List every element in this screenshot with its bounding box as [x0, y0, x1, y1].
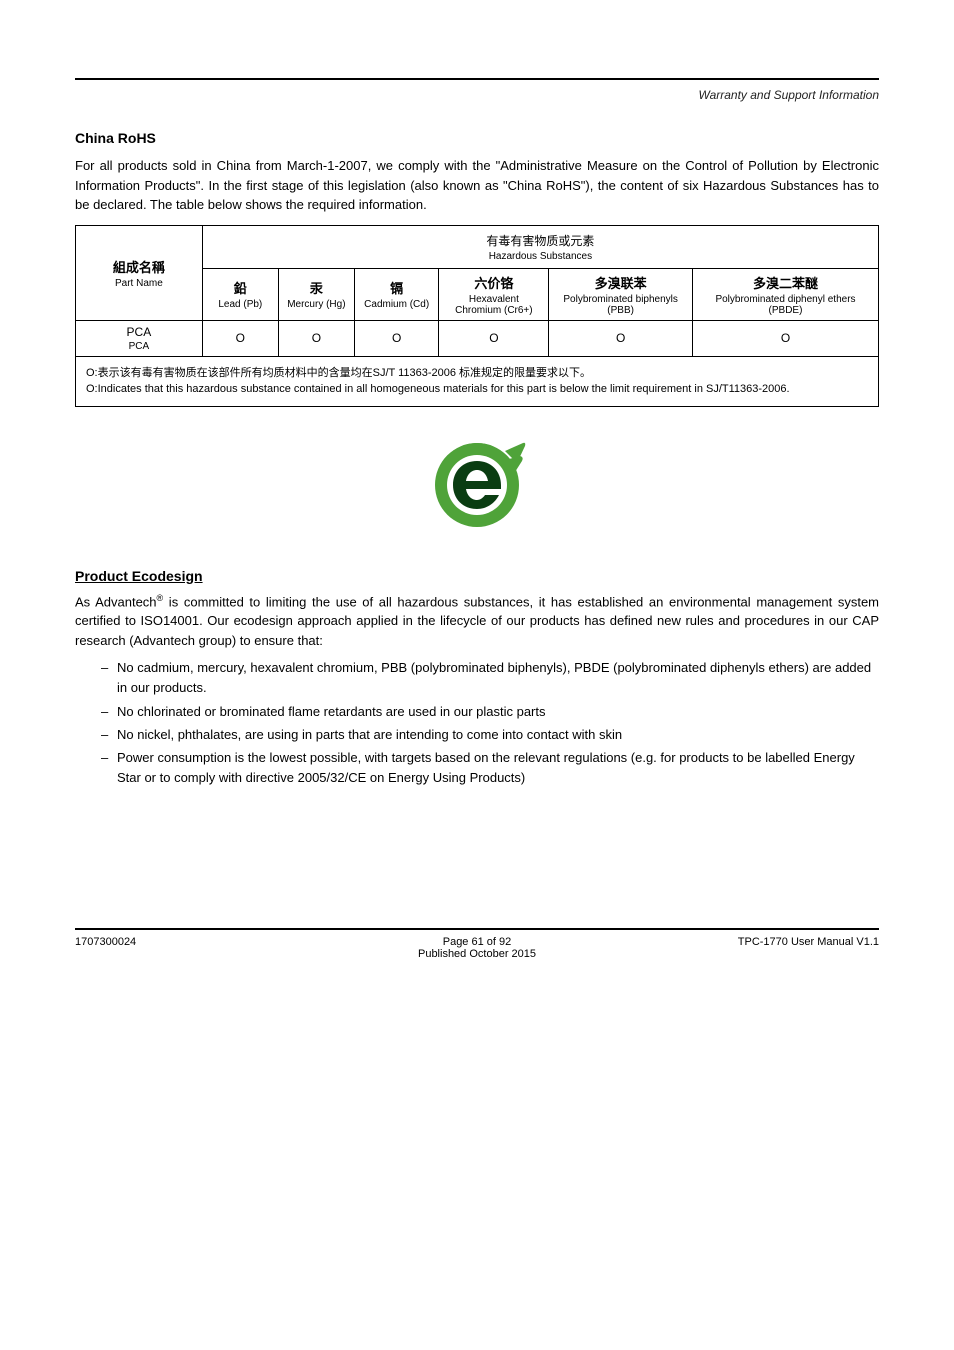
ecodesign-intro: As Advantech® is committed to limiting t…: [75, 592, 879, 651]
china-rohs-heading: China RoHS: [75, 130, 879, 146]
list-item: No cadmium, mercury, hexavalent chromium…: [101, 658, 879, 698]
note-en: O:Indicates that this hazardous substanc…: [86, 381, 868, 398]
col-pbb-cn: 多溴联苯: [595, 276, 647, 291]
cell-pbb: O: [549, 320, 693, 356]
green-e-logo-icon: [427, 433, 527, 533]
top-header-en: Hazardous Substances: [209, 251, 872, 262]
row-part-en: PCA: [82, 341, 196, 352]
col-cr-cn: 六价铬: [474, 276, 513, 291]
ecodesign-list: No cadmium, mercury, hexavalent chromium…: [75, 658, 879, 788]
footer-doc-id: 1707300024: [75, 936, 225, 960]
col-pb-en: Lead (Pb): [209, 299, 272, 310]
row-part-cn: PCA: [127, 325, 152, 339]
note-cn: O:表示该有毒有害物质在该部件所有均质材料中的含量均在SJ/T 11363-20…: [86, 365, 868, 382]
col-part-en: Part Name: [82, 278, 196, 289]
col-pbde-cn: 多溴二苯醚: [753, 276, 818, 291]
cell-pbde: O: [692, 320, 878, 356]
col-part-cn: 組成名稱: [113, 260, 165, 275]
cell-cr: O: [439, 320, 549, 356]
cell-cd: O: [354, 320, 439, 356]
ecodesign-heading: Product Ecodesign: [75, 568, 203, 584]
top-header-cn: 有毒有害物质或元素: [486, 234, 594, 248]
list-item: No nickel, phthalates, are using in part…: [101, 725, 879, 745]
col-cd-cn: 镉: [390, 281, 403, 296]
col-cd-en: Cadmium (Cd): [361, 299, 433, 310]
col-pbb-en: Polybrominated biphenyls (PBB): [555, 294, 686, 316]
col-hg-cn: 汞: [310, 281, 323, 296]
col-cr-en: Hexavalent Chromium (Cr6+): [445, 294, 542, 316]
footer-date: Published October 2015: [225, 948, 729, 960]
col-pb-cn: 鉛: [234, 281, 247, 296]
rohs-table: 組成名稱 Part Name 有毒有害物质或元素 Hazardous Subst…: [75, 225, 879, 407]
footer-page: Page 61 of 92: [225, 936, 729, 948]
col-pbde-en: Polybrominated diphenyl ethers (PBDE): [699, 294, 872, 316]
col-hg-en: Mercury (Hg): [285, 299, 348, 310]
cell-pb: O: [202, 320, 278, 356]
footer-manual: TPC-1770 User Manual V1.1: [729, 936, 879, 960]
list-item: No chlorinated or brominated flame retar…: [101, 702, 879, 722]
list-item: Power consumption is the lowest possible…: [101, 748, 879, 788]
header-subtitle: Warranty and Support Information: [75, 88, 879, 102]
cell-hg: O: [278, 320, 354, 356]
china-rohs-paragraph: For all products sold in China from Marc…: [75, 156, 879, 215]
table-row: PCA PCA O O O O O O: [76, 320, 879, 356]
